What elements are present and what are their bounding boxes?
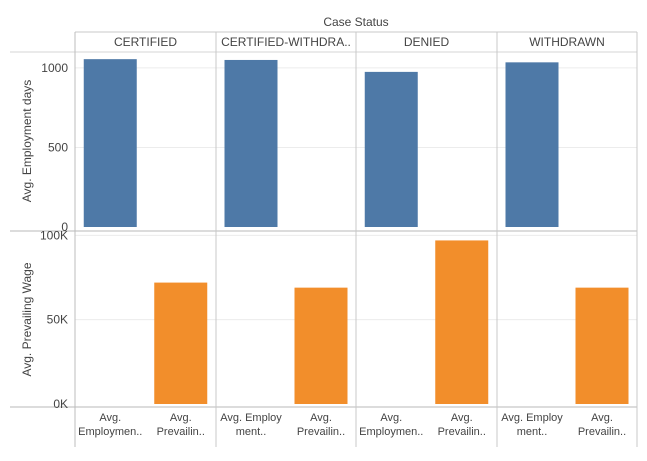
bar-row0-col2 xyxy=(364,71,418,228)
x-label-3-line1: Prevailin.. xyxy=(297,426,345,438)
x-label-1-line0: Avg. xyxy=(170,412,192,424)
x-label-0-line1: Employmen.. xyxy=(78,426,142,438)
y-tick-label-row0-2: 1000 xyxy=(41,61,68,75)
y-tick-label-row1-0: 0K xyxy=(53,397,68,411)
x-label-5-line0: Avg. xyxy=(451,412,473,424)
y-tick-label-row0-0: 0 xyxy=(61,220,68,234)
bar-row1-col3 xyxy=(575,287,629,404)
y-tick-label-row1-2: 100K xyxy=(40,228,68,242)
bar-row0-col0 xyxy=(83,59,137,228)
x-label-2-line1: ment.. xyxy=(236,426,267,438)
bar-row1-col1 xyxy=(294,287,348,404)
y-tick-label-row0-1: 500 xyxy=(48,140,68,154)
bars-layer xyxy=(83,59,629,404)
bar-row0-col1 xyxy=(224,59,278,227)
x-label-6-line0: Avg. Employ xyxy=(501,412,563,424)
x-label-6-line1: ment.. xyxy=(517,426,548,438)
x-label-4-line0: Avg. xyxy=(380,412,402,424)
bar-row1-col0 xyxy=(154,282,208,404)
x-label-7-line0: Avg. xyxy=(591,412,613,424)
column-header-0: CERTIFIED xyxy=(114,35,177,49)
y-axis-title-row1: Avg. Prevailing Wage xyxy=(20,262,34,376)
y-tick-label-row1-1: 50K xyxy=(47,313,68,327)
x-label-5-line1: Prevailin.. xyxy=(438,426,486,438)
x-label-3-line0: Avg. xyxy=(310,412,332,424)
chart-title: Case Status xyxy=(323,15,388,29)
y-axis-title-row0: Avg. Employment days xyxy=(20,80,34,203)
column-header-1: CERTIFIED-WITHDRA.. xyxy=(221,35,351,49)
x-label-2-line0: Avg. Employ xyxy=(220,412,282,424)
bar-row0-col3 xyxy=(505,62,559,227)
column-header-2: DENIED xyxy=(404,35,450,49)
column-header-3: WITHDRAWN xyxy=(529,35,605,49)
x-label-1-line1: Prevailin.. xyxy=(157,426,205,438)
x-label-0-line0: Avg. xyxy=(99,412,121,424)
bar-row1-col2 xyxy=(435,240,489,404)
x-label-7-line1: Prevailin.. xyxy=(578,426,626,438)
x-label-4-line1: Employmen.. xyxy=(359,426,423,438)
labels-layer: CERTIFIED CERTIFIED-WITHDRA.. DENIED WITHDR… xyxy=(20,35,626,438)
frame-layer xyxy=(10,31,638,447)
